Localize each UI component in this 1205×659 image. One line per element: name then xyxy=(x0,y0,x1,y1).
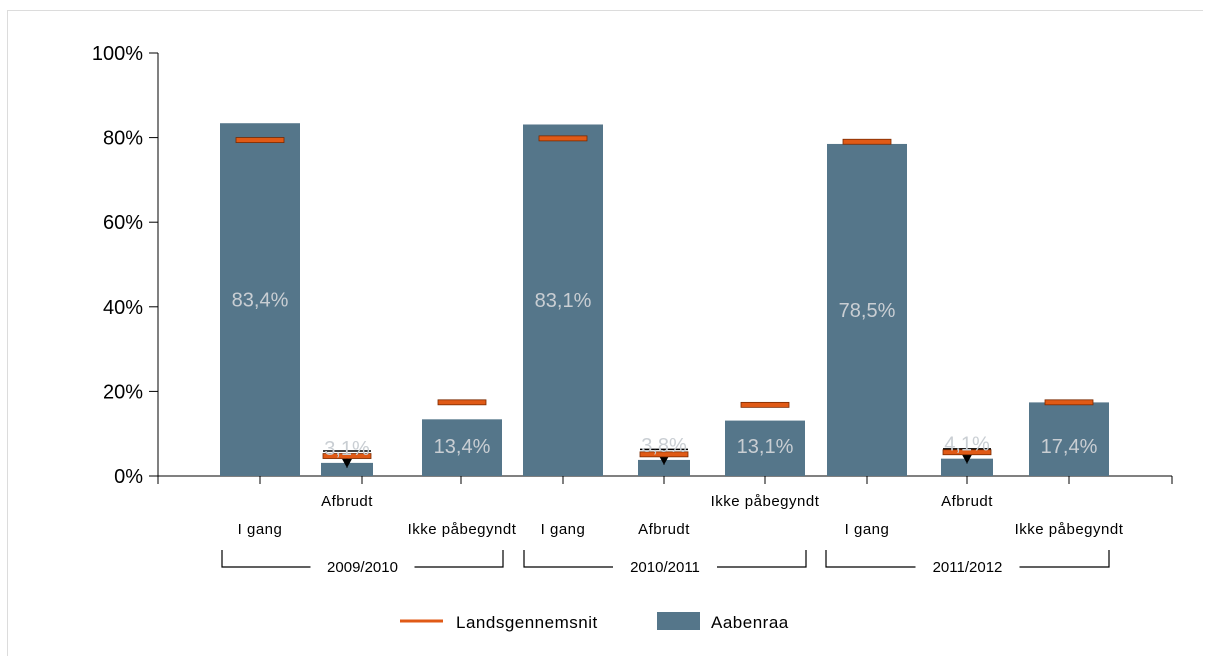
value-label: 17,4% xyxy=(1041,436,1098,458)
average-marker xyxy=(235,137,285,143)
y-tick-label: 60% xyxy=(103,212,143,234)
legend-label-aabenraa: Aabenraa xyxy=(711,613,789,632)
y-tick-label: 40% xyxy=(103,297,143,319)
bar xyxy=(523,124,603,476)
average-marker xyxy=(942,449,992,456)
y-tick-label: 100% xyxy=(92,43,143,65)
value-label: 3,8% xyxy=(641,435,687,457)
group-label-bg xyxy=(310,557,415,575)
category-label: I gang xyxy=(541,521,586,538)
category-label: Ikke påbegyndt xyxy=(1015,521,1124,538)
value-label: 83,1% xyxy=(535,290,592,312)
average-marker xyxy=(1044,399,1094,406)
average-marker xyxy=(322,453,372,459)
bar xyxy=(827,143,907,476)
y-tick-label: 0% xyxy=(114,466,143,488)
group-label-bg xyxy=(915,557,1020,575)
bar xyxy=(1029,402,1109,476)
bar xyxy=(422,419,502,476)
legend: Landsgennemsnit Aabenraa xyxy=(400,612,789,632)
value-label: 4,1% xyxy=(944,434,990,456)
value-label: 83,4% xyxy=(232,290,289,312)
category-label: Ikke påbegyndt xyxy=(711,493,820,510)
category-label: I gang xyxy=(238,521,283,538)
group-label: 2011/2012 xyxy=(933,559,1003,576)
average-marker xyxy=(538,135,588,142)
bar xyxy=(321,462,373,476)
y-tick-label: 20% xyxy=(103,381,143,403)
bars xyxy=(220,123,1109,476)
average-marker xyxy=(842,138,892,145)
group-label: 2009/2010 xyxy=(327,559,398,576)
bar xyxy=(725,420,805,476)
legend-swatch-aabenraa xyxy=(657,612,700,630)
error-bars xyxy=(323,448,991,468)
category-label: Afbrudt xyxy=(941,493,993,510)
value-labels: 83,4% 3,1% 13,4% 83,1% 3,8% 13,1% 78,5% 4,1% 17,… xyxy=(232,290,1098,460)
y-tick-label: 80% xyxy=(103,128,143,150)
average-markers xyxy=(235,135,1094,459)
group-label-bg xyxy=(613,557,717,575)
category-label: I gang xyxy=(845,521,890,538)
error-bar-arrow xyxy=(962,454,972,464)
group-labels: 2009/2010 2010/2011 2011/2012 xyxy=(221,550,1110,576)
value-label: 13,1% xyxy=(737,436,794,458)
legend-label-landsgennemsnit: Landsgennemsnit xyxy=(456,613,598,632)
average-marker xyxy=(437,399,487,406)
average-marker xyxy=(740,401,790,408)
chart-frame xyxy=(7,10,1203,656)
error-bar-arrow xyxy=(659,455,669,465)
category-label: Afbrudt xyxy=(321,493,373,510)
category-label: Ikke påbegyndt xyxy=(408,521,517,538)
error-bar-arrow xyxy=(342,458,352,468)
group-label: 2010/2011 xyxy=(630,559,700,576)
bar xyxy=(638,459,690,476)
bar xyxy=(220,123,300,476)
bar xyxy=(941,458,993,476)
value-label: 3,1% xyxy=(324,438,370,460)
category-labels: I gang Afbrudt Ikke påbegyndt I gang Afbrudt… xyxy=(238,493,1124,538)
value-label: 78,5% xyxy=(839,300,896,322)
average-marker xyxy=(639,451,689,458)
category-label: Afbrudt xyxy=(638,521,690,538)
value-label: 13,4% xyxy=(434,436,491,458)
